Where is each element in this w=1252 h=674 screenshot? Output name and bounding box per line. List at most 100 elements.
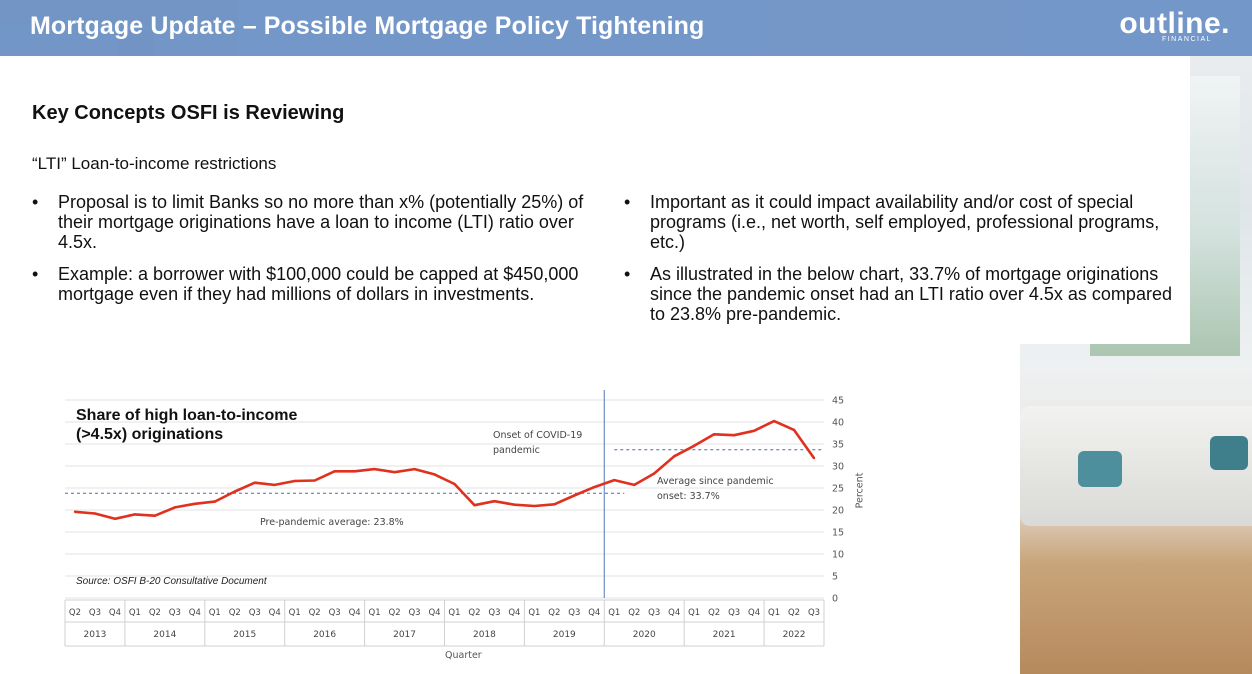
- x-tick-label: Q4: [428, 608, 440, 618]
- x-tick-label: Q2: [149, 608, 161, 618]
- x-tick-label: Q1: [608, 608, 620, 618]
- year-label: 2021: [713, 630, 736, 640]
- lti-data-point: [473, 503, 476, 507]
- x-tick-label: Q4: [109, 608, 121, 618]
- covid-annotation-line-1: Onset of COVID-19: [493, 430, 583, 441]
- lti-data-point: [653, 472, 656, 475]
- x-tick-label: Q2: [229, 608, 241, 618]
- x-tick-label: Q2: [548, 608, 560, 618]
- lti-data-point: [373, 467, 376, 471]
- chart-svg: 0 5 10 15 20 25 30 35 40 45 Q2 Q3 Q4 Q1 Q2 Q3 Q4 Q1 Q2 Q3 Q4…: [64, 390, 844, 647]
- lti-data-point: [93, 512, 97, 515]
- lti-data-point: [573, 494, 576, 497]
- lti-data-point: [633, 483, 636, 487]
- bullet-item: As illustrated in the below chart, 33.7%…: [624, 264, 1184, 324]
- x-tick-label: Q3: [249, 608, 261, 618]
- lti-data-point: [313, 479, 316, 482]
- lti-data-point: [493, 500, 496, 503]
- lti-data-point: [732, 434, 736, 437]
- year-label: 2015: [233, 630, 256, 640]
- x-tick-label: Q2: [389, 608, 401, 618]
- x-tick-label: Q1: [289, 608, 301, 618]
- lti-data-point: [593, 485, 596, 489]
- year-label: 2014: [153, 630, 176, 640]
- logo-wordmark: outline.: [1119, 7, 1230, 40]
- x-tick-label: Q3: [648, 608, 660, 618]
- lti-data-point: [273, 483, 276, 487]
- x-tick-label: Q3: [488, 608, 500, 618]
- lti-data-point: [712, 433, 716, 436]
- year-label: 2018: [473, 630, 496, 640]
- lti-data-point: [293, 479, 296, 483]
- x-tick-label: Q1: [528, 608, 540, 618]
- post-average-line-2: onset: 33.7%: [657, 491, 720, 502]
- year-label: 2020: [633, 630, 656, 640]
- lti-data-point: [433, 473, 436, 476]
- x-tick-label: Q2: [309, 608, 321, 618]
- lti-data-point: [692, 444, 696, 447]
- y-tick-label: 30: [832, 462, 844, 473]
- title-bar: Mortgage Update – Possible Mortgage Poli…: [0, 0, 1252, 56]
- lti-data-point: [113, 517, 117, 520]
- lti-data-point: [353, 470, 356, 473]
- year-label: 2022: [783, 630, 806, 640]
- x-tick-label: Q2: [708, 608, 720, 618]
- x-tick-label: Q2: [628, 608, 640, 618]
- bullet-list-right: Important as it could impact availabilit…: [624, 192, 1184, 336]
- x-tick-label: Q2: [468, 608, 480, 618]
- lti-data-point: [133, 513, 137, 516]
- x-tick-label: Q4: [349, 608, 361, 618]
- bullet-list-left: Proposal is to limit Banks so no more th…: [32, 192, 592, 316]
- x-tick-label: Q3: [329, 608, 341, 618]
- chart-source: Source: OSFI B-20 Consultative Document: [76, 576, 267, 587]
- chart-title: Share of high loan-to-income (>4.5x) ori…: [76, 407, 298, 443]
- y-tick-label: 20: [832, 506, 844, 517]
- y-tick-label: 5: [832, 572, 838, 583]
- lti-data-point: [553, 503, 556, 506]
- x-tick-label: Q4: [269, 608, 281, 618]
- x-tick-label: Q4: [588, 608, 600, 618]
- page-title: Mortgage Update – Possible Mortgage Poli…: [30, 12, 705, 40]
- x-tick-label: Q1: [209, 608, 221, 618]
- y-tick-label: 0: [832, 594, 838, 605]
- post-average-line-1: Average since pandemic: [657, 476, 774, 487]
- year-label: 2019: [553, 630, 576, 640]
- lti-data-point: [193, 502, 197, 506]
- lti-data-point: [233, 490, 236, 493]
- lti-data-point: [213, 500, 217, 503]
- x-tick-label: Q3: [808, 608, 820, 618]
- covid-annotation-line-2: pandemic: [493, 445, 540, 456]
- lti-data-point: [173, 506, 177, 509]
- year-label: 2013: [84, 630, 107, 640]
- lti-series-line: [74, 419, 816, 521]
- x-tick-label: Q3: [568, 608, 580, 618]
- x-tick-label: Q1: [129, 608, 141, 618]
- year-label: 2016: [313, 630, 336, 640]
- lti-data-point: [792, 428, 796, 432]
- y-axis-title: Percent: [854, 472, 866, 509]
- section-heading: Key Concepts OSFI is Reviewing: [32, 102, 345, 124]
- logo-subtext: FINANCIAL: [1161, 36, 1212, 43]
- lti-data-point: [533, 504, 536, 508]
- y-tick-label: 15: [832, 528, 844, 539]
- lti-data-point: [333, 470, 336, 473]
- lti-data-point: [253, 481, 256, 484]
- x-tick-label: Q4: [508, 608, 520, 618]
- x-tick-label: Q1: [369, 608, 381, 618]
- lti-data-point: [613, 478, 616, 482]
- lti-data-point: [752, 429, 756, 432]
- y-tick-label: 10: [832, 550, 844, 561]
- lti-data-point: [513, 503, 516, 506]
- pillow-shape-2: [1210, 436, 1248, 470]
- bullet-item: Proposal is to limit Banks so no more th…: [32, 192, 592, 252]
- x-tick-label: Q4: [748, 608, 760, 618]
- covid-annotation: Onset of COVID-19 pandemic: [493, 428, 582, 458]
- x-axis-title: Quarter: [445, 650, 482, 661]
- x-tick-label: Q3: [408, 608, 420, 618]
- bullet-item: Example: a borrower with $100,000 could …: [32, 264, 592, 304]
- y-tick-label: 40: [832, 418, 844, 429]
- x-tick-label: Q3: [728, 608, 740, 618]
- x-tick-label: Q3: [169, 608, 181, 618]
- x-tick-label: Q4: [668, 608, 680, 618]
- lti-data-point: [672, 455, 676, 458]
